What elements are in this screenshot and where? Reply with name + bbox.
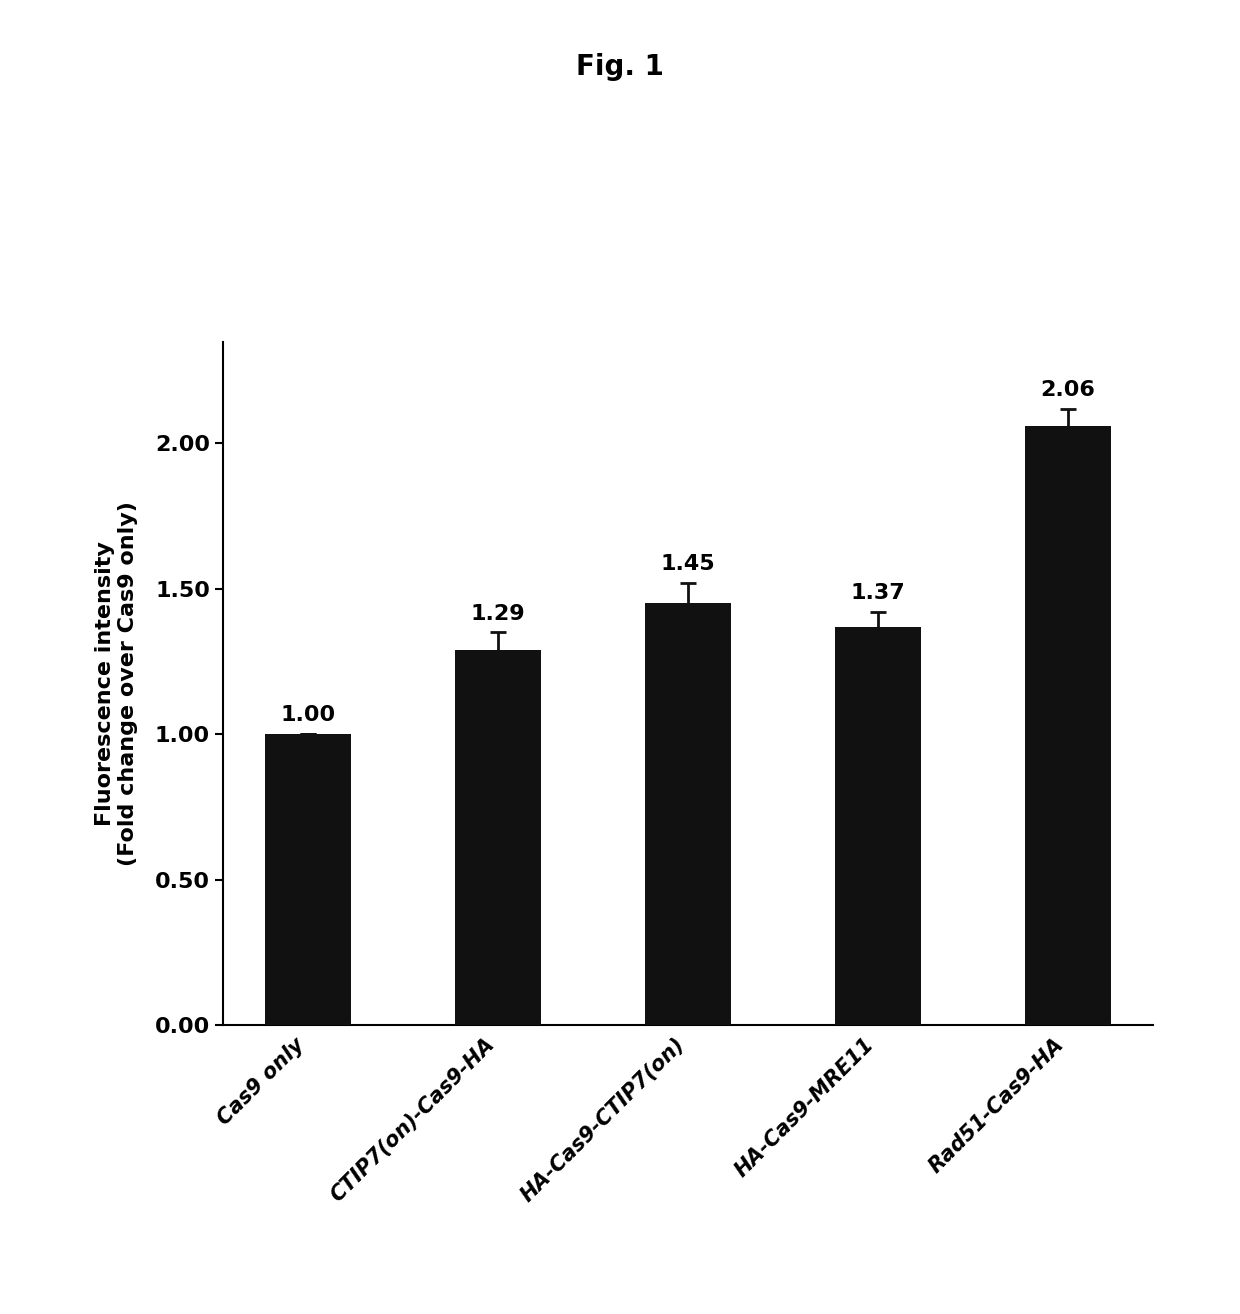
Bar bbox=[265, 735, 351, 1025]
Bar bbox=[455, 650, 541, 1025]
Text: 2.06: 2.06 bbox=[1040, 380, 1096, 399]
Text: 1.37: 1.37 bbox=[851, 583, 905, 603]
Text: Fig. 1: Fig. 1 bbox=[577, 53, 663, 80]
Bar bbox=[836, 627, 921, 1025]
Text: 1.29: 1.29 bbox=[471, 603, 526, 624]
Bar bbox=[646, 603, 730, 1025]
Text: 1.45: 1.45 bbox=[661, 555, 715, 574]
Text: 1.00: 1.00 bbox=[280, 706, 336, 725]
Y-axis label: Fluorescence intensity
(Fold change over Cas9 only): Fluorescence intensity (Fold change over… bbox=[95, 501, 138, 866]
Bar bbox=[1025, 426, 1111, 1025]
